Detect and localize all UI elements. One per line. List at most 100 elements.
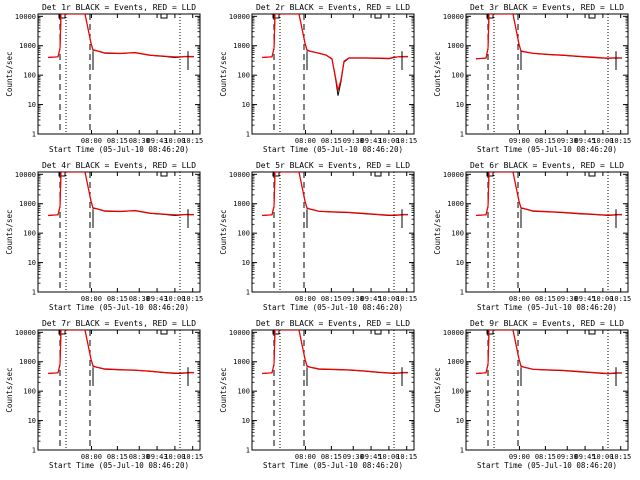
interval-marker: [272, 172, 280, 177]
panel-det-8: Det 8r BLACK = Events, RED = LLD 1 10 100 10…: [219, 319, 417, 470]
series-line-lld: [261, 14, 408, 91]
panel-det-5: Det 5r BLACK = Events, RED = LLD 1 10 100 10…: [219, 161, 417, 312]
y-axis-label: Counts/sec: [5, 51, 14, 96]
panel-det-1: Det 1r BLACK = Events, RED = LLD 1 10 100 10…: [5, 3, 203, 154]
series-line-lld: [475, 330, 622, 375]
y-tick-label: 1000: [233, 42, 250, 50]
x-tick-label: 08:30: [129, 137, 150, 145]
interval-marker: [374, 330, 382, 335]
y-tick-label: 1: [460, 447, 464, 455]
series-line-events: [261, 330, 408, 375]
panel-title: Det 7r BLACK = Events, RED = LLD: [42, 319, 196, 328]
x-tick-label: 10:15: [610, 295, 631, 303]
x-tick-label: 10:00: [378, 295, 399, 303]
panel-det-6: Det 6r BLACK = Events, RED = LLD 1 10 100 10…: [433, 161, 631, 312]
x-axis-label: Start Time (05-Jul-10 08:46:20): [477, 145, 617, 154]
x-tick-label: 08:15: [321, 137, 342, 145]
interval-marker: [588, 172, 596, 177]
interval-marker: [486, 330, 494, 335]
series-line-lld: [47, 330, 194, 375]
series-line-lld: [475, 14, 622, 60]
x-tick-label: 09:00: [509, 137, 530, 145]
series-line-events: [47, 330, 194, 374]
y-tick-label: 100: [451, 230, 464, 238]
x-tick-label: 08:00: [81, 295, 102, 303]
interval-marker: [160, 330, 168, 335]
x-tick-label: 08:15: [107, 137, 128, 145]
plot-frame: [251, 13, 415, 135]
interval-marker: [272, 14, 280, 19]
x-tick-label: 08:15: [107, 295, 128, 303]
panel-det-7: Det 7r BLACK = Events, RED = LLD 1 10 100 10…: [5, 319, 203, 470]
y-tick-label: 10000: [15, 171, 36, 179]
y-tick-label: 10: [456, 259, 464, 267]
y-axis-label: Counts/sec: [433, 209, 442, 254]
x-tick-label: 08:00: [81, 453, 102, 461]
series-line-lld: [47, 14, 194, 59]
y-axis-label: Counts/sec: [433, 367, 442, 412]
series-line-events: [475, 14, 622, 60]
panel-title: Det 8r BLACK = Events, RED = LLD: [256, 319, 410, 328]
panel-det-4: Det 4r BLACK = Events, RED = LLD 1 10 100 10…: [5, 161, 203, 312]
x-tick-label: 09:30: [557, 295, 578, 303]
y-tick-label: 1: [460, 289, 464, 297]
y-tick-label: 100: [237, 72, 250, 80]
x-tick-label: 09:00: [509, 453, 530, 461]
x-tick-label: 09:45: [361, 295, 382, 303]
x-tick-label: 09:43: [147, 137, 168, 145]
x-tick-label: 09:30: [343, 295, 364, 303]
interval-marker: [160, 172, 168, 177]
interval-marker: [58, 14, 66, 19]
x-tick-label: 10:00: [164, 295, 185, 303]
y-tick-label: 10: [456, 417, 464, 425]
x-tick-label: 08:15: [535, 137, 556, 145]
plot-frame: [37, 329, 201, 451]
x-axis-label: Start Time (05-Jul-10 08:46:20): [477, 303, 617, 312]
x-axis-label: Start Time (05-Jul-10 08:46:20): [477, 461, 617, 470]
x-tick-label: 10:15: [182, 453, 203, 461]
interval-marker: [486, 14, 494, 19]
x-tick-label: 09:30: [557, 137, 578, 145]
y-tick-label: 100: [237, 230, 250, 238]
y-tick-label: 10000: [229, 329, 250, 337]
x-tick-label: 09:45: [575, 453, 596, 461]
x-tick-label: 10:15: [182, 137, 203, 145]
x-tick-label: 08:15: [535, 453, 556, 461]
x-tick-label: 09:43: [361, 137, 382, 145]
x-axis-label: Start Time (05-Jul-10 08:46:20): [49, 461, 189, 470]
series-line-lld: [261, 330, 408, 375]
interval-marker: [58, 330, 66, 335]
plot-frame: [251, 171, 415, 293]
y-tick-label: 100: [23, 388, 36, 396]
y-tick-label: 1: [32, 447, 36, 455]
interval-marker: [58, 172, 66, 177]
x-tick-label: 08:30: [129, 295, 150, 303]
y-tick-label: 1: [460, 131, 464, 139]
y-tick-label: 1000: [447, 42, 464, 50]
interval-marker: [272, 330, 280, 335]
y-axis-label: Counts/sec: [219, 367, 228, 412]
x-tick-label: 10:15: [396, 295, 417, 303]
x-tick-label: 09:30: [557, 453, 578, 461]
interval-marker: [588, 330, 596, 335]
x-tick-label: 10:00: [378, 453, 399, 461]
plot-frame: [37, 13, 201, 135]
series-line-lld: [475, 172, 622, 217]
x-tick-label: 10:15: [396, 137, 417, 145]
y-tick-label: 10000: [229, 171, 250, 179]
y-tick-label: 1: [246, 447, 250, 455]
x-tick-label: 09:43: [147, 295, 168, 303]
y-tick-label: 1000: [19, 42, 36, 50]
x-tick-label: 08:15: [321, 453, 342, 461]
panel-title: Det 1r BLACK = Events, RED = LLD: [42, 3, 196, 12]
plot-frame: [251, 329, 415, 451]
y-tick-label: 1: [246, 131, 250, 139]
series-line-events: [47, 14, 194, 59]
panel-title: Det 9r BLACK = Events, RED = LLD: [470, 319, 624, 328]
y-tick-label: 10: [242, 259, 250, 267]
y-tick-label: 1000: [19, 200, 36, 208]
interval-marker: [160, 14, 168, 19]
x-tick-label: 10:00: [592, 295, 613, 303]
x-tick-label: 10:15: [396, 453, 417, 461]
y-tick-label: 100: [451, 388, 464, 396]
